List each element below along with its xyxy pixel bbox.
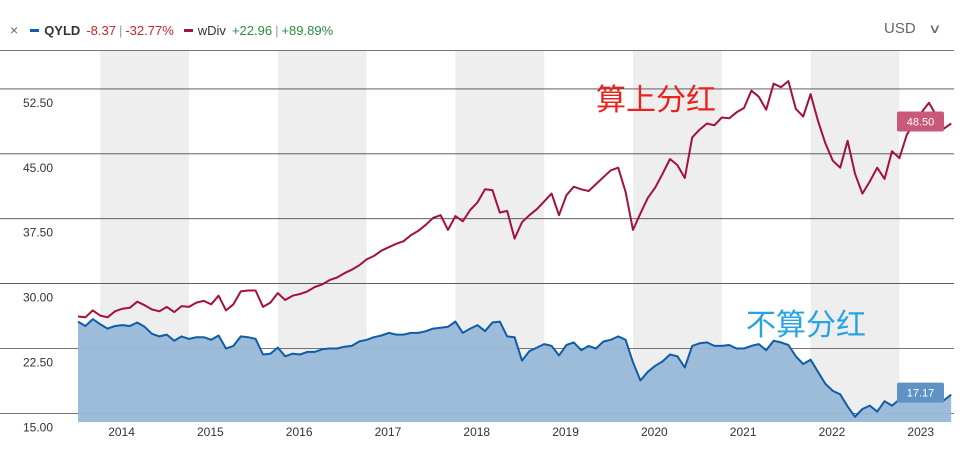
wdiv-change-pct: +89.89% (281, 22, 334, 38)
legend-separator: | (118, 22, 123, 38)
qyld-badge (897, 382, 944, 403)
y-tick-label: 15.00 (23, 420, 53, 434)
qyld-area (78, 319, 952, 422)
x-tick-label: 2022 (819, 425, 846, 439)
y-axis-labels: 15.00 22.50 30.00 37.50 45.00 52.50 (23, 96, 53, 434)
series-layer (77, 80, 952, 422)
qyld-end-label: 17.17 (907, 388, 935, 400)
legend: × QYLD -8.37 | -32.77% wDiv +22.96 | +89… (10, 22, 333, 38)
x-tick-label: 2017 (375, 425, 402, 439)
y-tick-label: 30.00 (23, 291, 53, 305)
wdiv-change: +22.96 (231, 22, 273, 38)
qyld-line (77, 318, 952, 418)
qyld-change: -8.37 (86, 22, 116, 38)
x-tick-label: 2023 (907, 425, 934, 439)
x-tick-label: 2018 (463, 425, 490, 439)
x-tick-label: 2014 (108, 425, 135, 439)
x-tick-label: 2016 (286, 425, 313, 439)
wdiv-badge (897, 111, 944, 132)
qyld-change-pct: -32.77% (125, 22, 174, 38)
currency-label: USD (884, 20, 916, 37)
end-labels: 48.50 17.17 (897, 111, 944, 403)
x-tick-label: 2020 (641, 425, 668, 439)
qyld-legend-name: QYLD (44, 22, 81, 38)
legend-separator: | (275, 22, 279, 38)
y-tick-label: 37.50 (23, 226, 53, 240)
y-tick-label: 45.00 (23, 161, 53, 175)
x-axis-labels: 2014 2015 2016 2017 2018 2019 2020 2021 2022 2023 (108, 425, 934, 439)
x-tick-label: 2015 (197, 425, 224, 439)
wdiv-legend-name: wDiv (197, 22, 226, 38)
wdiv-line (77, 80, 952, 319)
qyld-swatch (30, 28, 40, 32)
x-tick-label: 2019 (552, 425, 579, 439)
y-tick-label: 52.50 (23, 96, 53, 110)
close-icon[interactable]: × (10, 22, 19, 38)
chevron-down-icon: ∨ (927, 20, 942, 36)
currency-selector[interactable]: USD ∨ (884, 20, 942, 37)
wdiv-end-label: 48.50 (907, 117, 935, 129)
annotation-without-dividends: 不算分红 (746, 308, 866, 343)
y-tick-label: 22.50 (23, 355, 53, 369)
x-tick-label: 2021 (730, 425, 757, 439)
year-band (810, 50, 900, 422)
wdiv-swatch (183, 28, 193, 32)
annotation-with-dividends: 算上分红 (596, 83, 716, 118)
